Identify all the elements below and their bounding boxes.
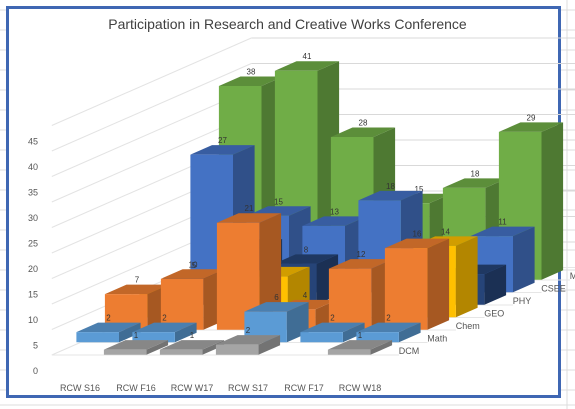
data-label: 8 <box>304 245 309 254</box>
y-tick-label: 40 <box>28 162 38 172</box>
data-label: 10 <box>189 260 198 269</box>
gridline <box>51 88 252 177</box>
bar <box>327 340 393 355</box>
bar <box>132 322 197 343</box>
data-label: 11 <box>498 218 507 227</box>
data-label: 13 <box>330 207 339 216</box>
data-label: 12 <box>357 250 366 259</box>
data-label: 18 <box>386 182 395 191</box>
data-label: 2 <box>162 314 167 323</box>
data-label: 41 <box>303 52 312 61</box>
bar <box>356 322 421 343</box>
series-label: Chem <box>456 321 480 331</box>
bar <box>300 322 365 343</box>
data-label: 14 <box>441 227 450 236</box>
x-tick-label: RCW W17 <box>171 383 214 393</box>
series-label: GEO <box>484 309 504 319</box>
data-label: 2 <box>330 314 335 323</box>
series-label: PHY <box>513 296 532 306</box>
y-tick-label: 0 <box>33 366 38 376</box>
bar <box>76 322 141 343</box>
data-label: 16 <box>413 230 422 239</box>
y-tick-label: 30 <box>28 213 38 223</box>
data-label: 28 <box>359 118 368 127</box>
data-label: 15 <box>274 197 283 206</box>
gridline <box>51 63 252 152</box>
data-label: 1 <box>358 331 363 340</box>
y-tick-label: 20 <box>28 264 38 274</box>
chart-title: Participation in Research and Creative W… <box>108 16 467 32</box>
data-label: 2 <box>106 314 111 323</box>
data-label: 38 <box>247 67 256 76</box>
data-label: 4 <box>303 291 308 300</box>
bar <box>244 302 309 343</box>
series-label: CSEE <box>541 284 566 294</box>
bar <box>160 269 226 330</box>
bar <box>215 335 281 355</box>
x-tick-label: RCW F17 <box>284 383 324 393</box>
x-tick-label: RCW F16 <box>116 383 156 393</box>
y-tick-label: 5 <box>33 341 38 351</box>
data-label: 21 <box>245 204 254 213</box>
y-tick-label: 10 <box>28 315 38 325</box>
y-tick-label: 45 <box>28 137 38 147</box>
bar <box>328 259 394 330</box>
data-label: 29 <box>527 113 536 122</box>
x-tick-label: RCW W18 <box>339 383 382 393</box>
data-label: 1 <box>134 331 139 340</box>
data-label: 2 <box>386 314 391 323</box>
data-label: 18 <box>471 169 480 178</box>
series-label: Math <box>427 334 447 344</box>
data-label: 6 <box>274 293 279 302</box>
data-label: 27 <box>218 136 227 145</box>
y-tick-label: 15 <box>28 290 38 300</box>
x-tick-label: RCW S16 <box>60 383 100 393</box>
data-label: 5 <box>192 261 197 270</box>
gridline <box>51 114 252 203</box>
data-label: 15 <box>415 185 424 194</box>
y-tick-label: 25 <box>28 239 38 249</box>
series-label: ME <box>570 271 575 281</box>
x-tick-label: RCW S17 <box>228 383 268 393</box>
data-label: 1 <box>190 331 195 340</box>
gridline <box>51 37 252 126</box>
bar <box>384 238 450 330</box>
data-label: 2 <box>246 326 251 335</box>
data-label: 7 <box>135 276 140 285</box>
y-tick-label: 35 <box>28 188 38 198</box>
bar <box>103 340 169 355</box>
bar <box>216 213 282 330</box>
series-label: DCM <box>399 346 420 356</box>
